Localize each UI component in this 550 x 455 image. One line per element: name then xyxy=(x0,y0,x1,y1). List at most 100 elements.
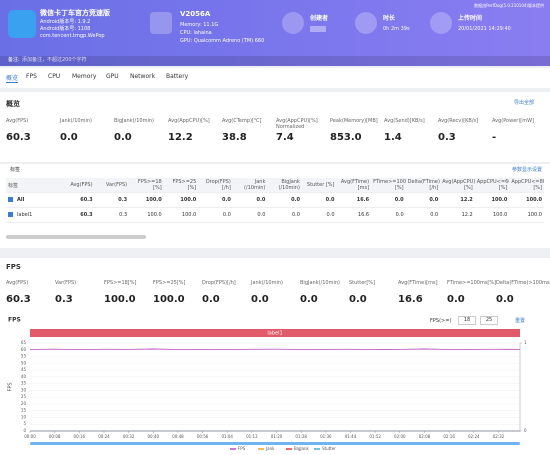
metric-value: 0.0 xyxy=(114,132,132,143)
metric-value: 12.2 xyxy=(168,132,193,143)
metric-label: Avg(Power)[mW] xyxy=(492,118,534,124)
y-tick-label: 0 xyxy=(23,428,26,433)
y-tick-label: 15 xyxy=(21,408,27,413)
x-tick-label: 02:16 xyxy=(443,434,455,439)
device-name: V2056A xyxy=(180,10,211,18)
header-row: 标签 Avg(FPS) Var(FPS) FPS>=18 [%] FPS>=25 [%]… xyxy=(6,178,544,193)
app-icon xyxy=(8,10,36,38)
checkbox[interactable] xyxy=(8,197,13,202)
metric-value: - xyxy=(492,132,497,143)
legend-label: BigJank xyxy=(294,446,310,451)
y-tick-label: 30 xyxy=(21,387,27,392)
legend-label: Jank xyxy=(265,446,275,451)
table-row: label1 60.3 0.3 100.0 100.0 0.0 0.0 0.0 0.0 16.6 0… xyxy=(6,207,544,223)
y-tick-label: 20 xyxy=(21,401,27,406)
column-header: Stutter [%] xyxy=(301,178,337,193)
x-tick-label: 00:24 xyxy=(98,434,110,439)
threshold-input[interactable]: 18 xyxy=(458,316,476,325)
y-tick-label: 55 xyxy=(21,354,27,359)
metric-label: Avg(Send)[KB/s] xyxy=(384,118,425,124)
cell: 100.0 xyxy=(163,207,199,223)
tab[interactable]: CPU xyxy=(48,73,61,80)
duration-label: 时长 xyxy=(383,15,396,22)
cell: 16.6 xyxy=(336,207,372,223)
device-cpu: CPU: lahaina xyxy=(180,30,212,36)
tab[interactable]: 概览 xyxy=(6,75,19,83)
x-tick-label: 02:24 xyxy=(468,434,480,439)
column-header: FTime>=100ms [%] xyxy=(371,178,406,193)
threshold-input[interactable]: 25 xyxy=(480,316,498,325)
metric-label: Jank(/10min) xyxy=(251,280,283,286)
tab[interactable]: GPU xyxy=(106,73,119,80)
labels-table: 标签 Avg(FPS) Var(FPS) FPS>=18 [%] FPS>=25 [%]… xyxy=(6,178,544,223)
x-tick-label: 00:00 xyxy=(24,434,36,439)
metric-value: 100.0 xyxy=(104,294,136,305)
tab-bar: 概览 FPS CPU Memory GPU Network Battery xyxy=(0,68,550,88)
metric-value: 0.0 xyxy=(202,294,220,305)
note-label: 备注: xyxy=(8,57,20,63)
labels-section: 标签 参数显示设置 标签 Avg(FPS) Var(FPS) FPS>=18 [%] F… xyxy=(0,164,550,248)
checkbox[interactable] xyxy=(8,212,13,217)
fps-chart: FPSlabel1FPS0510152025303540455055606501… xyxy=(8,317,528,452)
x-tick-label: 02:32 xyxy=(493,434,505,439)
y2-tick-label: 1 xyxy=(524,340,527,345)
series-line xyxy=(29,348,521,351)
metric-label: Avg(FTime)[ms] xyxy=(398,280,438,286)
cell: 0.0 xyxy=(371,192,406,208)
y-tick-label: 10 xyxy=(21,414,27,419)
metric-value: 1.4 xyxy=(384,132,402,143)
section-title: 概览 xyxy=(6,100,20,108)
cell: 100.0 xyxy=(509,192,544,208)
metric-label: Delta(FTime)>100ms[/h] xyxy=(496,280,550,286)
metric-value: 0.0 xyxy=(60,132,78,143)
cell: 0.3 xyxy=(94,192,130,208)
x-tick-label: 02:00 xyxy=(394,434,406,439)
metric-label: Avg(AppCPU)[%] xyxy=(168,118,210,124)
export-link[interactable]: 导出全部 xyxy=(513,100,534,106)
metric-label: FPS>=25[%] xyxy=(153,280,186,286)
settings-link[interactable]: 参数显示设置 xyxy=(511,167,542,173)
column-header: Drop(FPS) [/h] xyxy=(198,178,233,193)
x-tick-label: 01:12 xyxy=(246,434,258,439)
reset-button[interactable]: 重置 xyxy=(515,318,526,324)
upload-label: 上传时间 xyxy=(458,15,483,22)
metric-label: Peak(Memory)[MB] xyxy=(330,118,378,124)
metric-value: 60.3 xyxy=(6,132,31,143)
y-axis-title: FPS xyxy=(8,382,14,391)
metric-value: 0.0 xyxy=(447,294,465,305)
header: 微信卡丁车官方竞速版 Android版本号: 1.9.2 Android版本号:… xyxy=(0,0,550,66)
app-package: com.tencent.tmgp.WePop xyxy=(40,33,105,39)
threshold-label: FPS(>=) xyxy=(430,318,452,324)
metric-value: 0.0 xyxy=(349,294,367,305)
creator-blur xyxy=(310,26,326,32)
cell: 60.3 xyxy=(60,192,95,208)
metric-value: 100.0 xyxy=(153,294,185,305)
tab[interactable]: Network xyxy=(130,73,156,80)
tab[interactable]: Battery xyxy=(166,73,189,80)
app-version: Android版本号: 1.9.2 xyxy=(40,19,91,25)
metric-value: 0.3 xyxy=(55,294,73,305)
y-tick-label: 45 xyxy=(21,367,27,372)
range-slider xyxy=(30,442,520,445)
tab[interactable]: Memory xyxy=(72,73,97,80)
device-memory: Memory: 11.1G xyxy=(180,22,219,28)
metric-label: Avg(FPS) xyxy=(6,118,29,124)
column-header: Delta(FTime)>100ms [/h] xyxy=(405,178,441,193)
legend-label: FPS xyxy=(238,446,246,451)
metric-label: Var(FPS) xyxy=(55,280,77,286)
cell: 100.0 xyxy=(163,192,199,208)
device-icon xyxy=(150,12,172,34)
scrollbar[interactable] xyxy=(6,235,146,239)
column-header: Jank (/10min) xyxy=(232,178,268,193)
column-header: Var(FPS) xyxy=(94,178,130,193)
tab[interactable]: FPS xyxy=(26,73,37,80)
column-header: Avg(FTime) [ms] xyxy=(336,178,372,193)
upload-value: 20/01/2021 14:29:40 xyxy=(458,26,511,32)
x-tick-label: 00:40 xyxy=(148,434,160,439)
column-header: Avg(FPS) xyxy=(60,178,95,193)
legend-label: Stutter xyxy=(322,446,336,451)
note-input[interactable]: 添加备注，不超过200个字符 xyxy=(22,57,87,63)
overview-section: 概览 导出全部 Avg(FPS) 60.3 Jank(/10min) 0.0 BigJa… xyxy=(0,92,550,162)
metric-label: Avg(CTemp)[℃] xyxy=(222,118,262,124)
cell: 0.0 xyxy=(405,192,441,208)
